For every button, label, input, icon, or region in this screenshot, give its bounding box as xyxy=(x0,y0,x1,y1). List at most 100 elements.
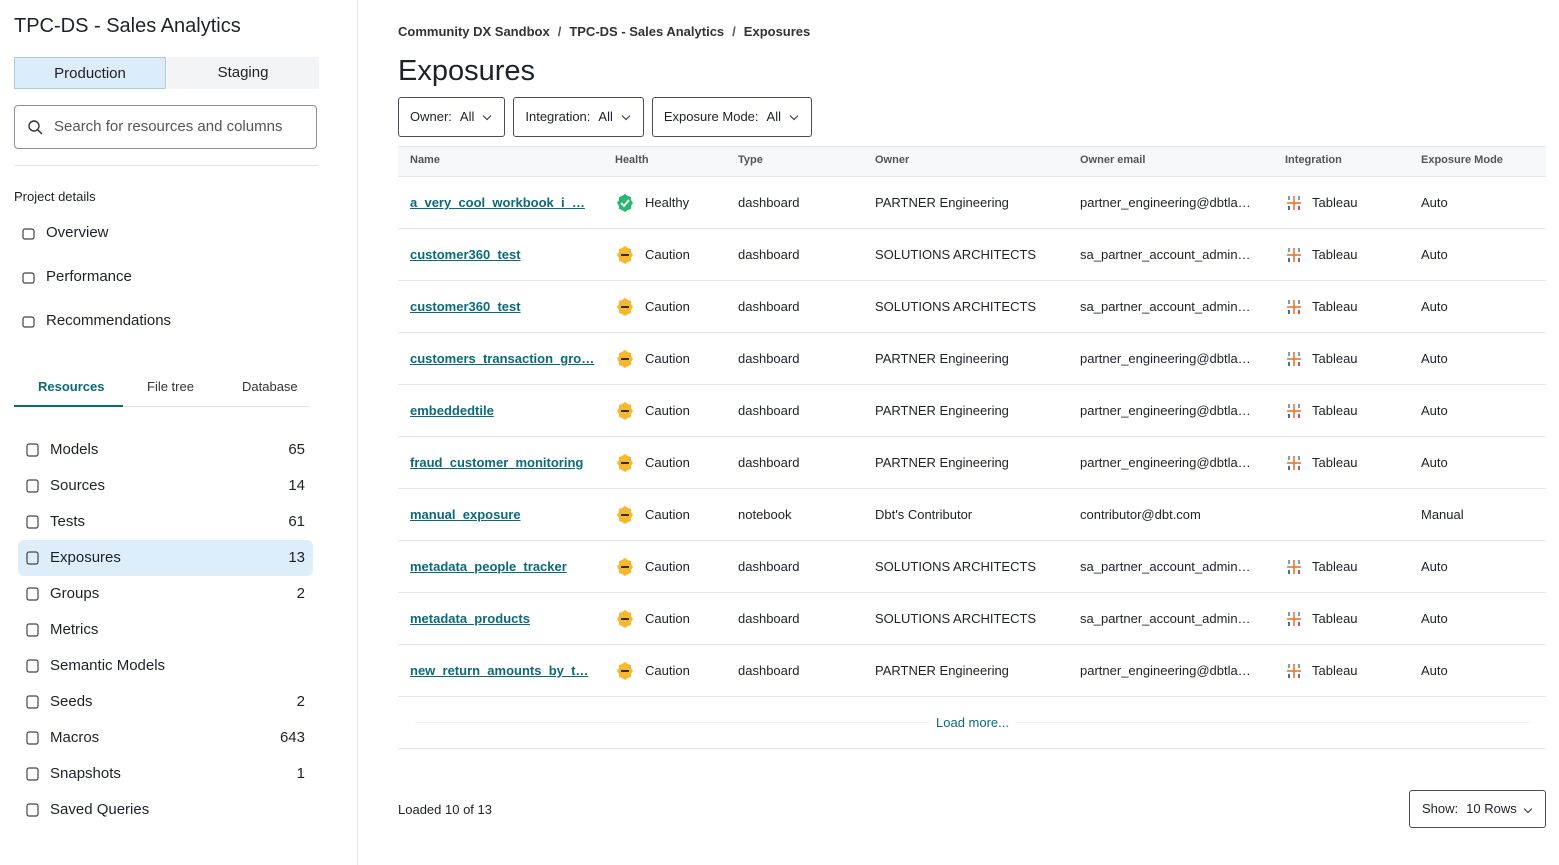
table-row: embeddedtile Caution dashboard PARTNER Engi… xyxy=(398,385,1546,437)
resource-icon xyxy=(26,587,39,601)
owner: PARTNER Engineering xyxy=(875,403,1009,418)
show-label: Show: xyxy=(1422,801,1459,816)
resource-item[interactable]: Macros 643 xyxy=(18,720,313,756)
sidebar-tab[interactable]: File tree xyxy=(147,379,194,394)
health: Caution xyxy=(645,247,690,262)
filter-dropdown[interactable]: Integration: All xyxy=(513,97,644,137)
health: Caution xyxy=(645,403,690,418)
exposure-mode: Auto xyxy=(1421,663,1448,678)
owner-email: sa_partner_account_admin… xyxy=(1080,611,1251,626)
health-icon xyxy=(617,558,633,576)
resource-item[interactable]: Snapshots 1 xyxy=(18,756,313,792)
exposure-mode: Auto xyxy=(1421,611,1448,626)
column-header: Name xyxy=(410,154,440,166)
exposure-name[interactable]: fraud_customer_monitoring xyxy=(410,455,584,470)
integration: Tableau xyxy=(1312,403,1358,418)
search-box[interactable]: Search for resources and columns xyxy=(14,105,317,149)
owner: PARTNER Engineering xyxy=(875,195,1009,210)
resource-label: Semantic Models xyxy=(50,657,166,674)
loaded-count: Loaded 10 of 13 xyxy=(398,802,492,817)
exposure-name[interactable]: new_return_amounts_by_t… xyxy=(410,663,589,678)
nav-icon xyxy=(22,316,35,328)
resource-count: 2 xyxy=(296,693,305,710)
filter-value: All xyxy=(459,109,475,124)
exposure-mode: Manual xyxy=(1421,507,1464,522)
resource-count: 643 xyxy=(279,729,305,746)
filter-label: Owner: xyxy=(410,109,452,124)
owner-email: partner_engineering@dbtla… xyxy=(1080,663,1251,678)
owner-email: contributor@dbt.com xyxy=(1080,507,1201,522)
health-icon xyxy=(617,246,633,264)
nav-item[interactable]: Performance xyxy=(46,268,132,285)
exposure-name[interactable]: manual_exposure xyxy=(410,507,521,522)
resource-item[interactable]: Saved Queries xyxy=(18,792,313,828)
rows-selector[interactable]: Show: 10 Rows xyxy=(1409,790,1546,828)
type: dashboard xyxy=(738,559,800,574)
owner: Dbt's Contributor xyxy=(875,507,973,522)
integration: Tableau xyxy=(1312,351,1358,366)
env-tab[interactable]: Production xyxy=(14,57,166,89)
resource-item[interactable]: Exposures 13 xyxy=(18,540,313,576)
exposure-name[interactable]: customer360_test xyxy=(410,247,521,262)
resource-icon xyxy=(26,623,39,637)
owner-email: sa_partner_account_admin… xyxy=(1080,559,1251,574)
filter-dropdown[interactable]: Exposure Mode: All xyxy=(651,97,812,137)
resource-count: 65 xyxy=(288,441,305,458)
table-row: customer360_test Caution dashboard SOLUTION… xyxy=(398,281,1546,333)
health-icon xyxy=(617,402,633,420)
exposure-mode: Auto xyxy=(1421,299,1448,314)
resource-count: 2 xyxy=(296,585,305,602)
exposure-name[interactable]: a_very_cool_workbook_i_… xyxy=(410,195,585,210)
health-icon xyxy=(617,350,633,368)
resource-label: Sources xyxy=(50,477,106,494)
resource-item[interactable]: Seeds 2 xyxy=(18,684,313,720)
owner: SOLUTIONS ARCHITECTS xyxy=(875,611,1037,626)
resource-item[interactable]: Sources 14 xyxy=(18,468,313,504)
resource-item[interactable]: Metrics xyxy=(18,612,313,648)
exposure-mode: Auto xyxy=(1421,403,1448,418)
divider xyxy=(14,165,318,166)
health-icon xyxy=(617,454,633,472)
owner-email: partner_engineering@dbtla… xyxy=(1080,351,1251,366)
tableau-icon xyxy=(1287,560,1301,574)
exposure-name[interactable]: customer360_test xyxy=(410,299,521,314)
integration: Tableau xyxy=(1312,559,1358,574)
breadcrumb[interactable]: TPC-DS - Sales Analytics xyxy=(569,24,725,39)
resource-item[interactable]: Groups 2 xyxy=(18,576,313,612)
breadcrumb: Exposures xyxy=(743,24,811,39)
column-header: Type xyxy=(738,154,763,166)
exposure-mode: Auto xyxy=(1421,247,1448,262)
exposure-mode: Auto xyxy=(1421,559,1448,574)
nav-item[interactable]: Recommendations xyxy=(46,312,172,329)
env-tab[interactable]: Staging xyxy=(167,57,319,89)
nav-icon xyxy=(22,272,35,284)
column-header: Owner email xyxy=(1080,154,1146,166)
filter-label: Integration: xyxy=(525,109,591,124)
breadcrumb[interactable]: Community DX Sandbox xyxy=(398,24,550,39)
owner: SOLUTIONS ARCHITECTS xyxy=(875,247,1037,262)
table-row: metadata_products Caution dashboard SOLUTIO… xyxy=(398,593,1546,645)
filter-dropdown[interactable]: Owner: All xyxy=(398,97,506,137)
owner-email: sa_partner_account_admin… xyxy=(1080,247,1251,262)
sidebar-tab[interactable]: Database xyxy=(242,379,298,394)
owner-email: partner_engineering@dbtla… xyxy=(1080,403,1251,418)
nav-item[interactable]: Overview xyxy=(46,224,109,241)
resource-item[interactable]: Models 65 xyxy=(18,432,313,468)
sidebar-tab[interactable]: Resources xyxy=(38,379,105,394)
tableau-icon xyxy=(1287,248,1301,262)
owner: PARTNER Engineering xyxy=(875,663,1009,678)
exposure-name[interactable]: metadata_products xyxy=(410,611,530,626)
exposure-name[interactable]: embeddedtile xyxy=(410,403,494,418)
exposure-name[interactable]: customers_transaction_gro… xyxy=(410,351,595,366)
table-row: a_very_cool_workbook_i_… Healthy dashboard… xyxy=(398,177,1546,229)
health: Caution xyxy=(645,611,690,626)
resource-icon xyxy=(26,551,39,565)
load-more[interactable]: Load more... xyxy=(930,715,1015,730)
tableau-icon xyxy=(1287,664,1301,678)
exposure-name[interactable]: metadata_people_tracker xyxy=(410,559,567,574)
resource-item[interactable]: Semantic Models xyxy=(18,648,313,684)
resource-item[interactable]: Tests 61 xyxy=(18,504,313,540)
health-icon xyxy=(617,194,633,212)
page-title: Exposures xyxy=(398,55,536,87)
type: dashboard xyxy=(738,611,800,626)
